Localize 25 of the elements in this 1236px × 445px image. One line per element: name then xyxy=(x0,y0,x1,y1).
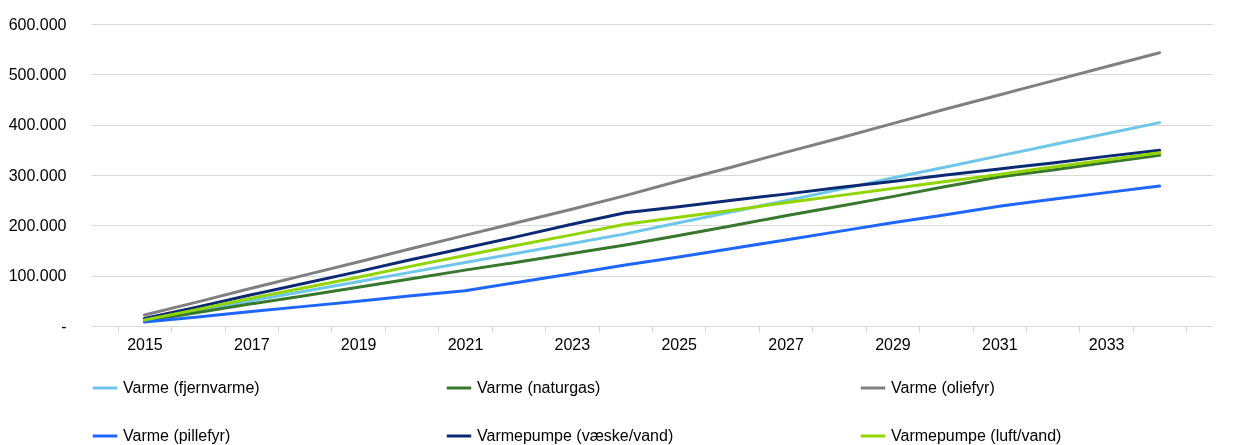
x-tick-label: 2031 xyxy=(981,335,1018,353)
x-tick-label: 2017 xyxy=(233,335,270,353)
y-tick-label: 300.000 xyxy=(8,166,67,184)
line-series xyxy=(142,184,1162,324)
x-tick-label: 2027 xyxy=(768,335,804,353)
legend-label: Varmepumpe (luft/vand) xyxy=(891,427,1062,444)
x-tick-label: 2019 xyxy=(340,335,377,353)
line-series xyxy=(142,51,1162,317)
x-tick-label: 2025 xyxy=(661,335,698,353)
y-tick-label: 200.000 xyxy=(8,216,67,234)
x-tick-label: 2023 xyxy=(554,335,591,353)
x-tick-label: 2015 xyxy=(127,335,163,353)
x-tick-label: 2033 xyxy=(1088,335,1125,353)
legend-label: Varme (fjernvarme) xyxy=(123,379,260,396)
x-tick-label: 2021 xyxy=(447,335,484,353)
legend-label: Varme (naturgas) xyxy=(477,379,601,396)
y-tick-label: 100.000 xyxy=(8,267,67,285)
y-tick-label: 400.000 xyxy=(8,116,67,134)
y-tick-label: - xyxy=(61,317,67,335)
y-tick-label: 500.000 xyxy=(8,65,67,83)
x-tick-label: 2029 xyxy=(875,335,911,353)
legend-label: Varme (pillefyr) xyxy=(123,427,231,444)
legend-label: Varmepumpe (væske/vand) xyxy=(477,427,674,444)
y-tick-label: 600.000 xyxy=(8,15,67,33)
legend-label: Varme (oliefyr) xyxy=(891,379,995,396)
